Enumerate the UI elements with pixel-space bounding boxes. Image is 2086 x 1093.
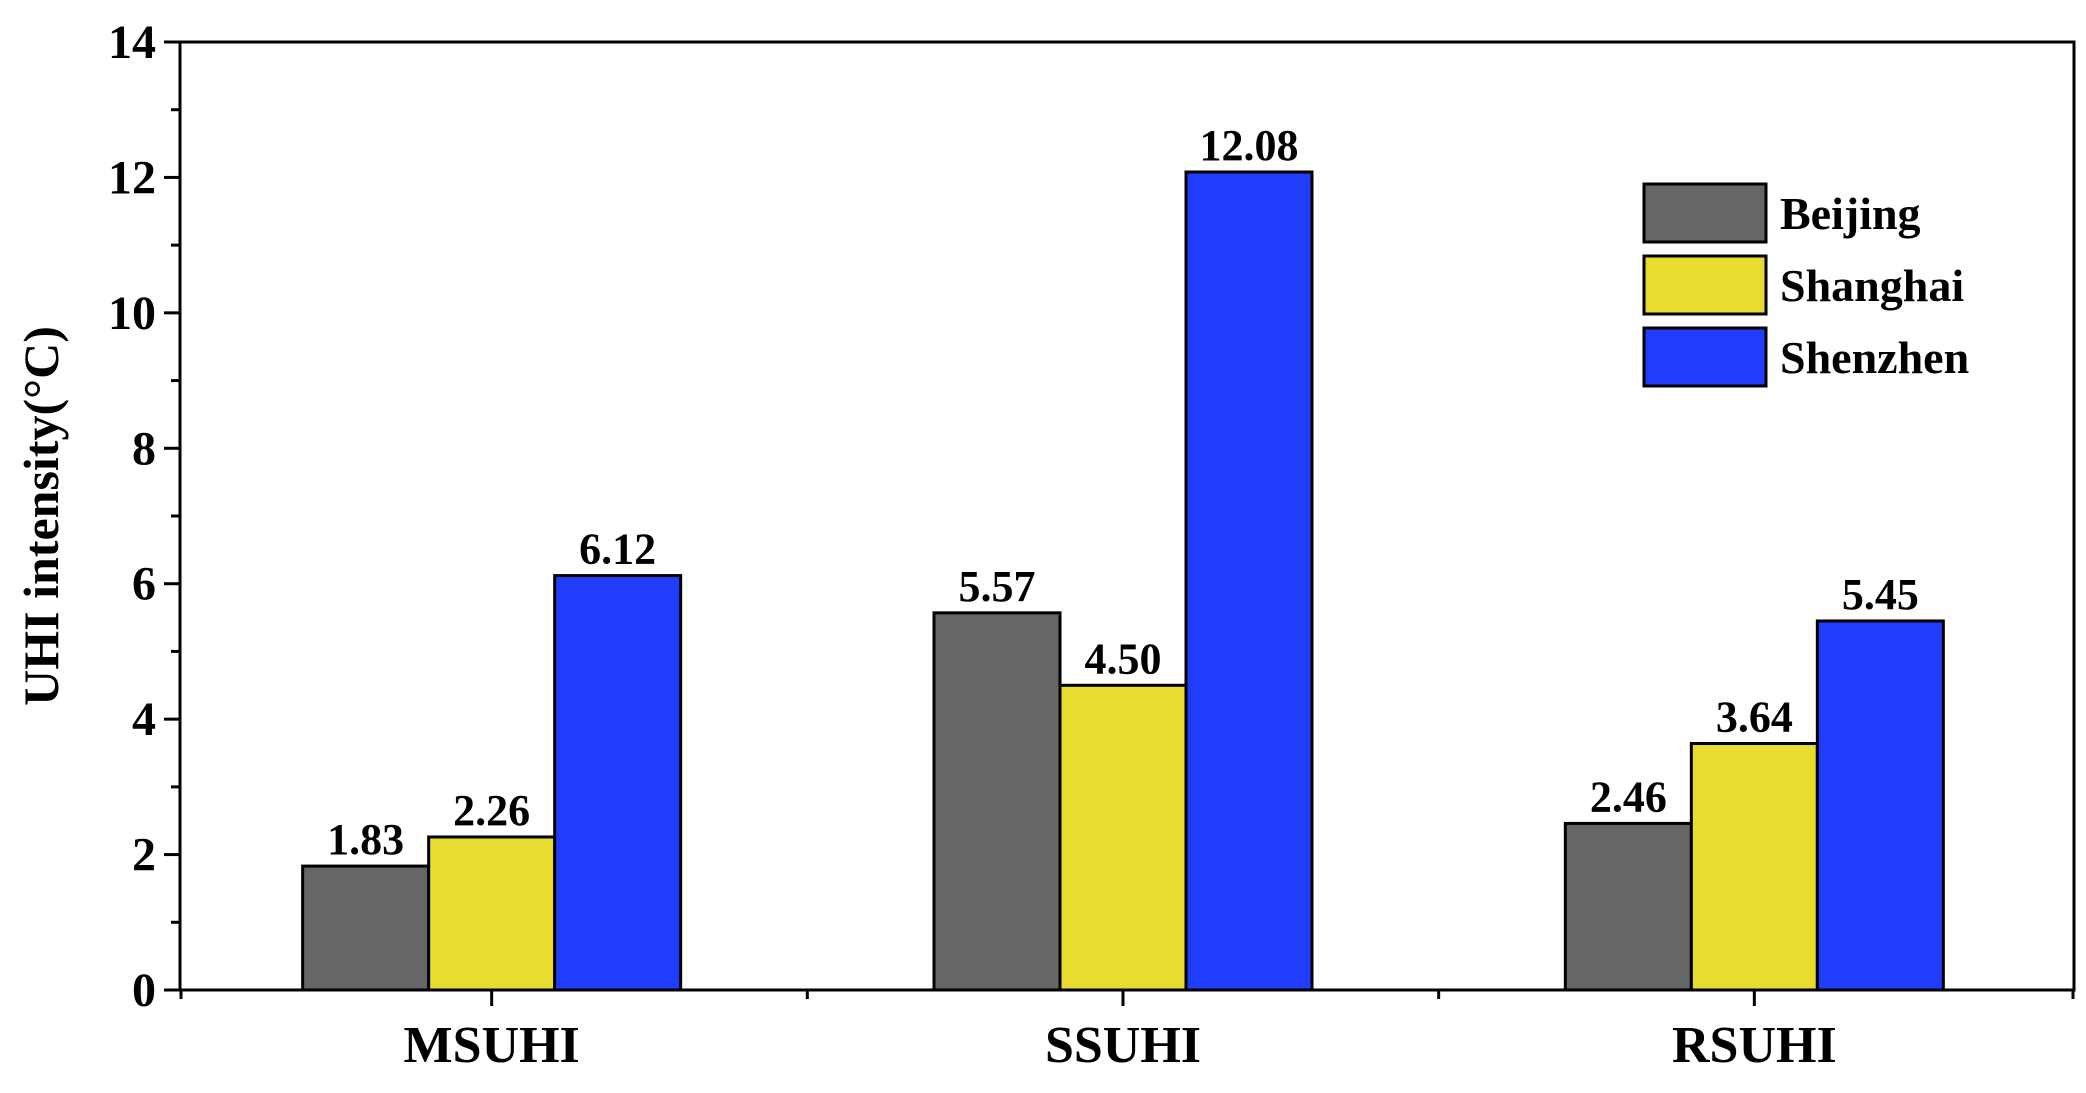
- legend-label-shanghai: Shanghai: [1780, 260, 1964, 311]
- bar-shanghai-ssuhi: [1058, 683, 1188, 992]
- y-tick-label: 12: [108, 151, 156, 204]
- y-tick-label: 8: [132, 422, 156, 475]
- y-tick-label: 14: [108, 16, 156, 69]
- bar-shenzhen-rsuhi: [1815, 619, 1945, 992]
- bar-shenzhen-ssuhi: [1184, 170, 1314, 992]
- data-label-beijing-rsuhi: 2.46: [1590, 772, 1667, 821]
- data-label-shanghai-msuhi: 2.26: [453, 786, 530, 835]
- legend-label-shenzhen: Shenzhen: [1780, 332, 1969, 383]
- axes: 0 2 4 6 8 10 12 14 MSUHI SSUHI RSUHI: [108, 16, 2076, 1074]
- x-tick-label-msuhi: MSUHI: [404, 1017, 580, 1074]
- data-label-shenzhen-msuhi: 6.12: [579, 525, 656, 574]
- bar-shanghai-msuhi: [427, 835, 557, 992]
- bars-layer: [301, 170, 1945, 992]
- y-tick-label: 6: [132, 558, 156, 611]
- legend-swatch-beijing: [1642, 182, 1768, 244]
- x-tick-label-ssuhi: SSUHI: [1045, 1017, 1201, 1074]
- data-labels: 1.83 2.26 6.12 5.57 4.50 12.08 2.46 3.64 5.45: [327, 121, 1919, 864]
- data-label-beijing-ssuhi: 5.57: [959, 562, 1036, 611]
- y-tick-label: 4: [132, 693, 156, 746]
- y-tick-label: 10: [108, 287, 156, 340]
- y-axis-label: UHI intensity(°C): [13, 326, 69, 706]
- legend-swatch-shanghai: [1642, 254, 1768, 316]
- data-label-beijing-msuhi: 1.83: [327, 815, 404, 864]
- bar-shanghai-rsuhi: [1689, 742, 1819, 992]
- data-label-shanghai-rsuhi: 3.64: [1716, 693, 1793, 742]
- bar-beijing-rsuhi: [1563, 821, 1693, 992]
- y-tick-label: 2: [132, 829, 156, 882]
- legend-swatch-shenzhen: [1642, 326, 1768, 388]
- data-label-shenzhen-rsuhi: 5.45: [1842, 570, 1919, 619]
- legend-label-beijing: Beijing: [1780, 188, 1921, 239]
- data-label-shenzhen-ssuhi: 12.08: [1200, 121, 1299, 170]
- bar-shenzhen-msuhi: [553, 574, 683, 992]
- bar-beijing-ssuhi: [932, 611, 1062, 992]
- data-label-shanghai-ssuhi: 4.50: [1085, 634, 1162, 683]
- legend: Beijing Shanghai Shenzhen: [1642, 182, 1969, 388]
- bar-beijing-msuhi: [301, 864, 431, 992]
- x-tick-label-rsuhi: RSUHI: [1672, 1017, 1837, 1074]
- y-tick-label: 0: [132, 964, 156, 1017]
